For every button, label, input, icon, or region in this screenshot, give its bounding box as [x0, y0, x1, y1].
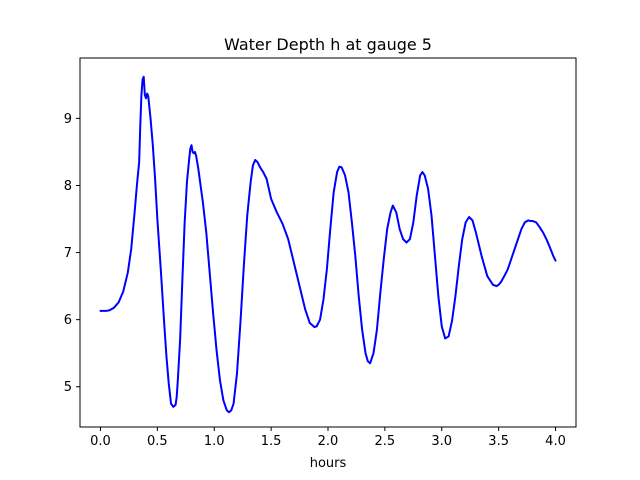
y-tick-label: 6 — [64, 313, 72, 328]
x-tick-label: 0.0 — [90, 434, 111, 449]
x-tick-label: 3.0 — [431, 434, 452, 449]
chart-title: Water Depth h at gauge 5 — [224, 35, 432, 54]
y-tick-label: 9 — [64, 112, 72, 127]
x-axis-label: hours — [310, 456, 347, 471]
water-depth-line — [99, 75, 557, 414]
x-tick-label: 4.0 — [545, 434, 566, 449]
y-tick-label: 7 — [64, 246, 72, 261]
x-tick-label: 2.5 — [375, 434, 396, 449]
y-tick-label: 5 — [64, 380, 72, 395]
y-tick-label: 8 — [64, 179, 72, 194]
x-tick-label: 1.5 — [261, 434, 282, 449]
y-axis: 5 6 7 8 9 — [64, 112, 80, 395]
x-tick-label: 2.0 — [318, 434, 339, 449]
x-axis: 0.0 0.5 1.0 1.5 2.0 2.5 3.0 3.5 4.0 — [90, 427, 566, 449]
x-tick-label: 1.0 — [204, 434, 225, 449]
x-tick-label: 3.5 — [488, 434, 509, 449]
x-tick-label: 0.5 — [147, 434, 168, 449]
